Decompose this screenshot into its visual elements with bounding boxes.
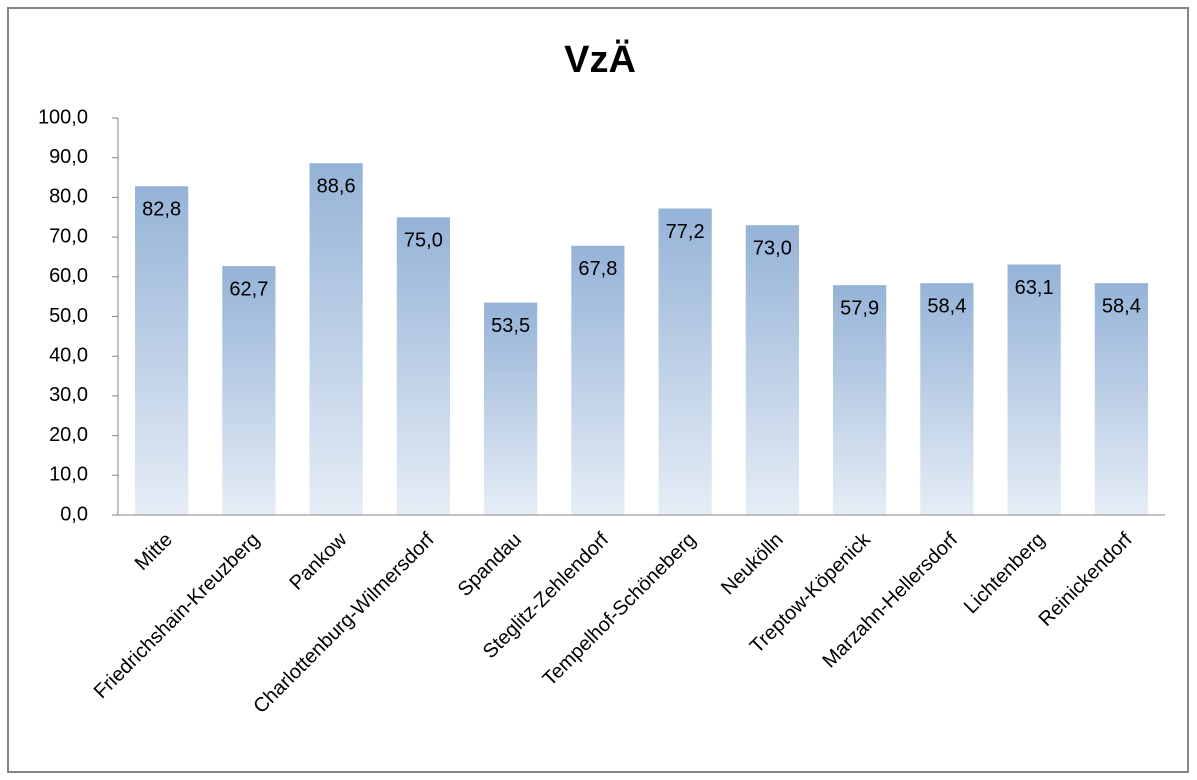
bar bbox=[833, 285, 887, 515]
value-label: 73,0 bbox=[753, 237, 792, 259]
chart-title: VzÄ bbox=[564, 38, 636, 81]
y-tick-label: 10,0 bbox=[49, 464, 88, 486]
y-tick-label: 40,0 bbox=[49, 344, 88, 366]
value-label: 58,4 bbox=[927, 295, 966, 317]
y-tick-label: 30,0 bbox=[49, 384, 88, 406]
value-label: 53,5 bbox=[491, 315, 530, 337]
value-label: 77,2 bbox=[666, 221, 705, 243]
bar bbox=[484, 302, 538, 515]
value-label: 57,9 bbox=[840, 297, 879, 319]
bar bbox=[658, 208, 712, 516]
value-label: 62,7 bbox=[229, 278, 268, 300]
bar bbox=[571, 245, 625, 516]
bar bbox=[1094, 283, 1148, 515]
y-tick-label: 100,0 bbox=[38, 106, 88, 128]
y-tick-label: 50,0 bbox=[49, 305, 88, 327]
y-tick-label: 0,0 bbox=[60, 503, 88, 525]
bar bbox=[920, 283, 974, 515]
y-tick-label: 60,0 bbox=[49, 265, 88, 287]
bar bbox=[1007, 264, 1061, 515]
y-tick-label: 90,0 bbox=[49, 146, 88, 168]
value-label: 58,4 bbox=[1102, 295, 1141, 317]
bar bbox=[309, 163, 363, 515]
bar bbox=[135, 186, 189, 515]
y-tick-label: 80,0 bbox=[49, 186, 88, 208]
value-label: 67,8 bbox=[578, 258, 617, 280]
value-label: 82,8 bbox=[142, 199, 181, 221]
bar bbox=[745, 225, 799, 515]
y-tick-label: 20,0 bbox=[49, 424, 88, 446]
value-label: 63,1 bbox=[1015, 277, 1054, 299]
bar bbox=[396, 217, 450, 515]
value-label: 75,0 bbox=[404, 230, 443, 252]
y-tick-label: 70,0 bbox=[49, 225, 88, 247]
bar bbox=[222, 266, 276, 515]
value-label: 88,6 bbox=[317, 176, 356, 198]
